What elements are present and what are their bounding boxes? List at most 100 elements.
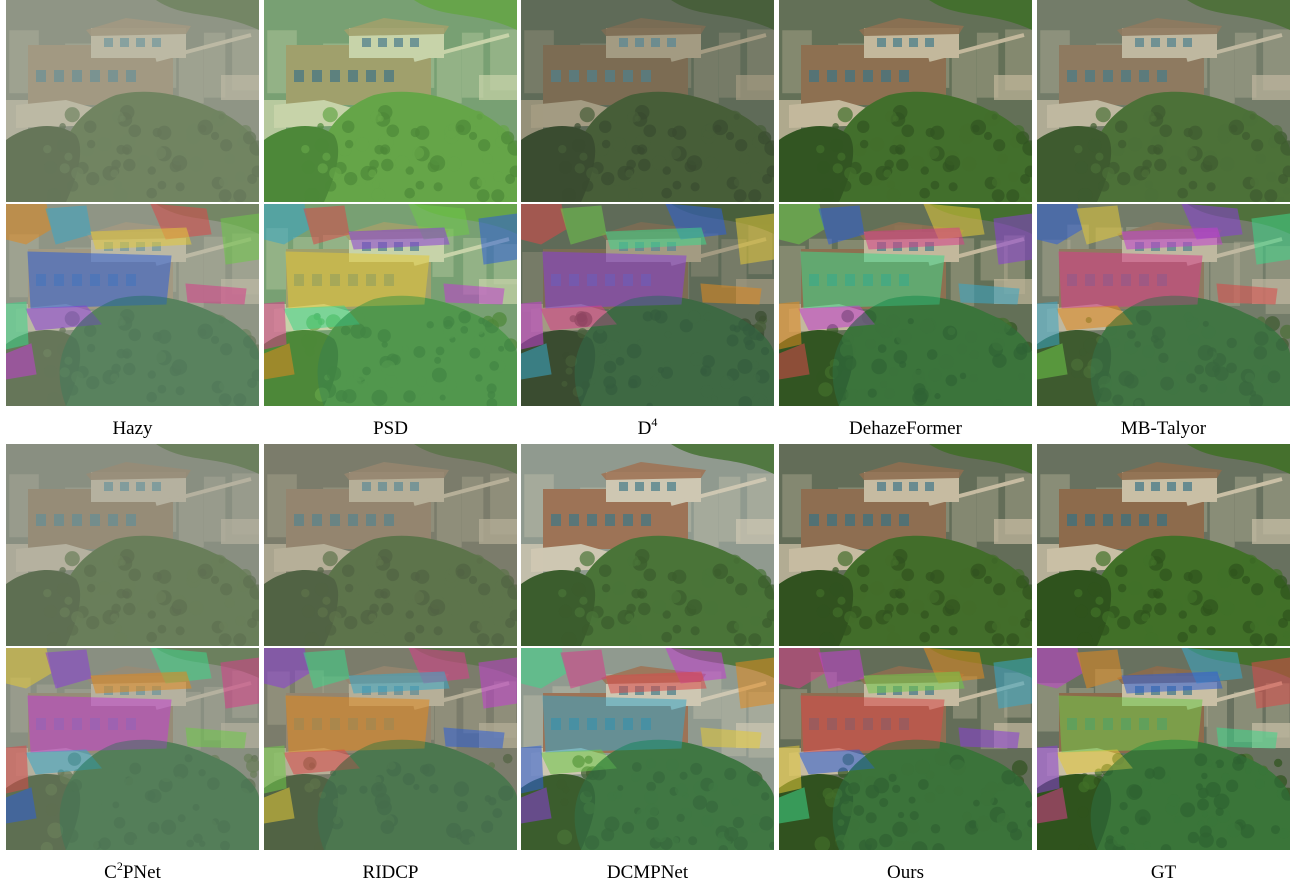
leaf-cluster bbox=[1177, 187, 1189, 199]
leaf-cluster bbox=[83, 120, 97, 133]
caption-ours: Ours bbox=[779, 863, 1032, 882]
segment-mask bbox=[185, 727, 247, 749]
leaf-cluster bbox=[448, 567, 457, 577]
leaf-cluster bbox=[965, 330, 978, 343]
leaf-cluster bbox=[433, 626, 443, 636]
leaf-cluster bbox=[733, 177, 743, 187]
leaf-cluster bbox=[504, 196, 512, 202]
leaf-cluster bbox=[637, 339, 645, 347]
leaf-cluster bbox=[718, 844, 729, 850]
segment-mask bbox=[1056, 305, 1133, 331]
leaf-cluster bbox=[502, 753, 513, 764]
leaf-cluster bbox=[1017, 372, 1026, 381]
leaf-cluster bbox=[304, 346, 315, 357]
leaf-cluster bbox=[1154, 158, 1167, 172]
leaf-cluster bbox=[218, 177, 228, 187]
leaf-cluster bbox=[1128, 581, 1143, 596]
leaf-cluster bbox=[672, 624, 682, 634]
upper-window bbox=[104, 482, 113, 491]
leaf-cluster bbox=[930, 180, 940, 190]
leaf-cluster bbox=[583, 801, 596, 815]
leaf-cluster bbox=[1273, 758, 1283, 768]
house-window bbox=[348, 70, 358, 82]
upper-window bbox=[152, 242, 161, 251]
segment-mask bbox=[283, 305, 360, 331]
leaf-cluster bbox=[186, 839, 195, 848]
left-building bbox=[1037, 100, 1059, 140]
leaf-cluster bbox=[434, 356, 442, 364]
leaf-cluster bbox=[484, 806, 496, 818]
leaf-cluster bbox=[731, 797, 740, 807]
leaf-cluster bbox=[755, 310, 767, 323]
leaf-cluster bbox=[1025, 800, 1032, 808]
leaf-cluster bbox=[638, 602, 651, 616]
leaf-cluster bbox=[1282, 187, 1290, 195]
leaf-cluster bbox=[1150, 559, 1157, 566]
leaf-cluster bbox=[604, 816, 620, 832]
leaf-cluster bbox=[446, 379, 458, 391]
segment-mask bbox=[264, 787, 295, 824]
distant-building bbox=[1234, 476, 1257, 542]
leaf-cluster bbox=[43, 364, 57, 378]
leaf-cluster bbox=[652, 771, 665, 784]
leaf-cluster bbox=[1077, 632, 1093, 646]
leaf-cluster bbox=[401, 345, 409, 352]
leaf-cluster bbox=[749, 823, 760, 833]
leaf-cluster bbox=[405, 610, 414, 619]
leaf-cluster bbox=[171, 359, 188, 375]
leaf-cluster bbox=[67, 180, 79, 192]
leaf-cluster bbox=[669, 146, 682, 160]
leaf-cluster bbox=[973, 799, 980, 807]
haze-overlay bbox=[779, 444, 1032, 646]
upper-window bbox=[1151, 482, 1160, 491]
leaf-cluster bbox=[617, 784, 624, 791]
leaf-cluster bbox=[1201, 810, 1208, 818]
leaf-cluster bbox=[1197, 344, 1214, 361]
leaf-cluster bbox=[1202, 320, 1209, 327]
leaf-cluster bbox=[919, 187, 931, 199]
leaf-cluster bbox=[362, 754, 375, 767]
leaf-cluster bbox=[662, 610, 671, 619]
railing bbox=[413, 477, 510, 506]
leaf-cluster bbox=[712, 119, 729, 136]
leaf-cluster bbox=[701, 814, 714, 828]
upper-window bbox=[104, 38, 113, 47]
leaf-cluster bbox=[1156, 363, 1165, 372]
leaf-cluster bbox=[909, 811, 919, 821]
distant-building bbox=[976, 476, 999, 542]
segment-mask bbox=[798, 305, 875, 331]
leaf-cluster bbox=[386, 124, 400, 138]
leaf-cluster bbox=[930, 569, 945, 584]
house-roof bbox=[859, 18, 964, 36]
segment-mask bbox=[1037, 745, 1060, 794]
leaf-cluster bbox=[1238, 380, 1254, 396]
leaf-cluster bbox=[45, 783, 58, 796]
haze-overlay bbox=[264, 444, 517, 646]
leaf-cluster bbox=[949, 759, 966, 776]
leaf-cluster bbox=[920, 166, 929, 175]
leaf-cluster bbox=[147, 821, 160, 834]
leaf-cluster bbox=[705, 123, 714, 133]
leaf-cluster bbox=[318, 791, 326, 799]
leaf-cluster bbox=[983, 575, 993, 585]
segment-mask bbox=[90, 227, 192, 250]
leaf-cluster bbox=[197, 563, 214, 580]
upper-window bbox=[1183, 482, 1192, 491]
leaf-cluster bbox=[948, 626, 958, 636]
leaf-cluster bbox=[925, 571, 935, 582]
leaf-cluster bbox=[1249, 621, 1259, 631]
leaf-cluster bbox=[1278, 618, 1289, 628]
leaf-cluster bbox=[1205, 759, 1213, 767]
distant-building bbox=[203, 476, 226, 542]
leaf-cluster bbox=[119, 559, 126, 566]
leaf-cluster bbox=[128, 328, 142, 342]
leaf-cluster bbox=[705, 567, 714, 577]
leaf-cluster bbox=[47, 822, 64, 839]
leaf-cluster bbox=[560, 798, 569, 806]
hill-foliage bbox=[1187, 444, 1290, 474]
leaf-cluster bbox=[892, 115, 899, 122]
photo-gt bbox=[1037, 444, 1290, 646]
leaf-cluster bbox=[1144, 180, 1153, 189]
distant-building bbox=[718, 32, 741, 98]
leaf-cluster bbox=[720, 375, 734, 389]
